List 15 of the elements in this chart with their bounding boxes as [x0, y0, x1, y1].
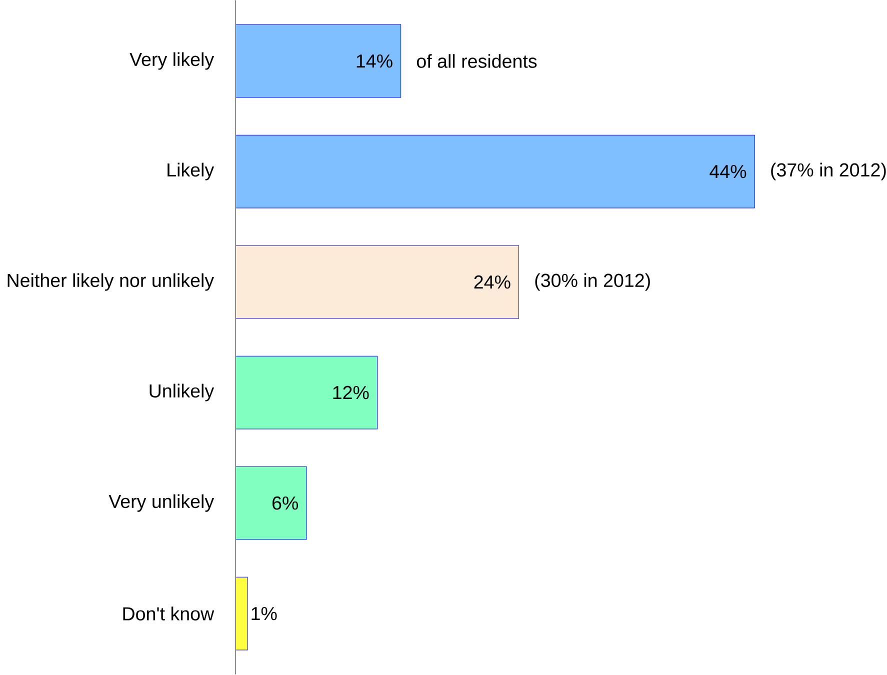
y-tick-label: Unlikely	[150, 384, 214, 402]
annotation: (37% in 2012)	[771, 162, 886, 180]
y-tick-label: Likely	[168, 162, 214, 180]
y-tick-label: Very likely	[130, 52, 214, 70]
y-tick-label: Neither likely nor unlikely	[8, 273, 214, 291]
annotation: (30% in 2012)	[535, 273, 650, 292]
data-label: 1%	[252, 607, 277, 620]
annotation: of all residents	[416, 54, 537, 68]
y-tick-label: Very unlikely	[108, 494, 214, 512]
data-label: 24%	[474, 276, 510, 289]
y-tick-label: Don't know	[123, 606, 214, 621]
data-label: 14%	[356, 54, 392, 68]
data-label: 6%	[272, 496, 298, 510]
data-label: 12%	[333, 386, 369, 400]
data-label: 44%	[710, 165, 746, 178]
